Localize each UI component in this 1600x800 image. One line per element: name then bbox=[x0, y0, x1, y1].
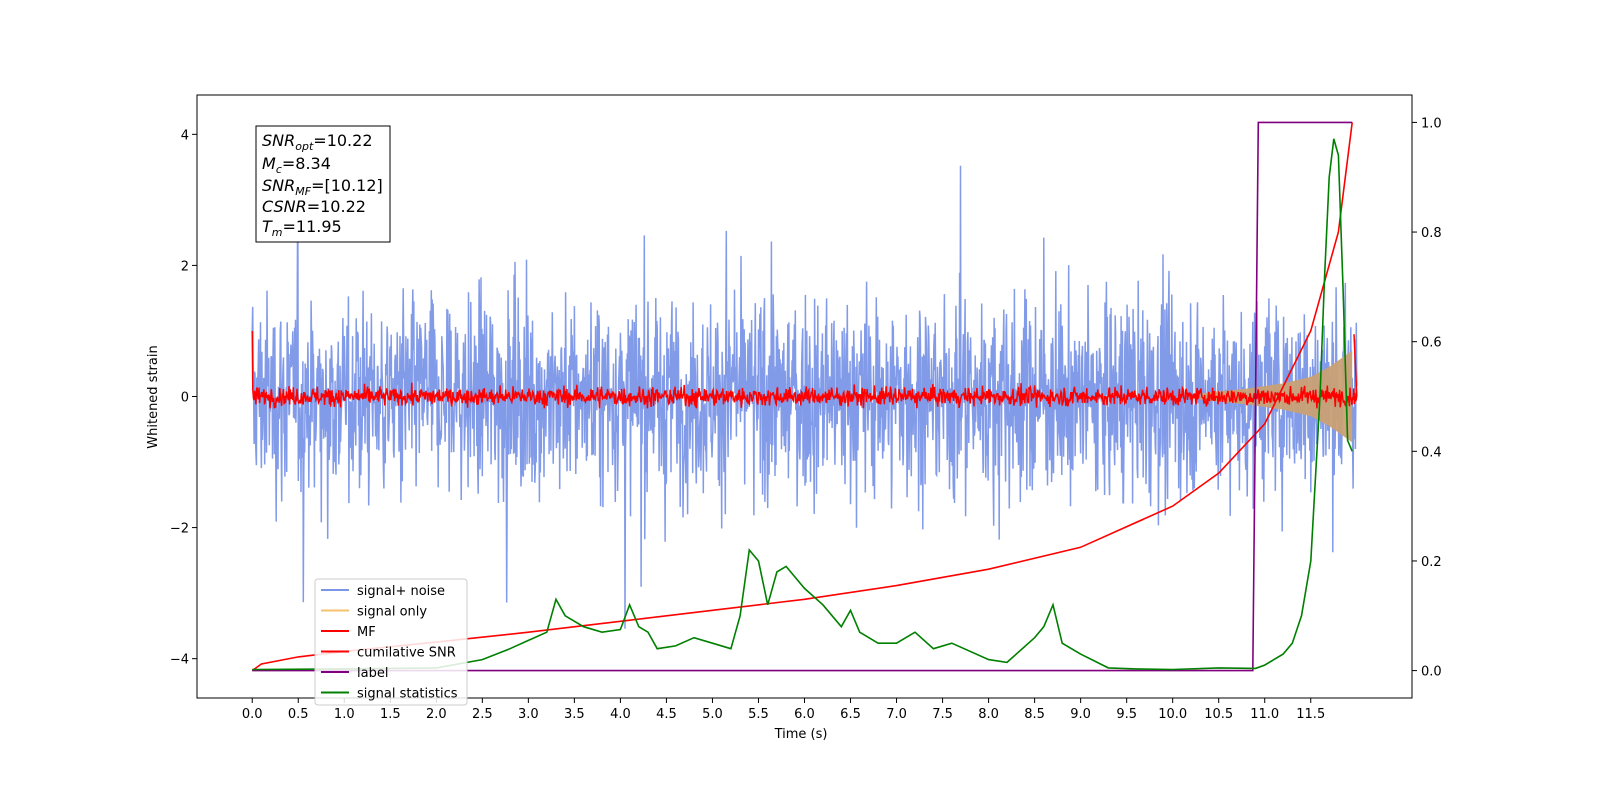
info-snr-opt: SNRopt=10.22 bbox=[262, 131, 373, 153]
legend-label: signal+ noise bbox=[357, 584, 445, 599]
info-snr-mf: SNRMF=[10.12] bbox=[262, 176, 383, 198]
y2-tick-label: 1.0 bbox=[1421, 116, 1442, 131]
x-tick-label: 2.5 bbox=[472, 707, 493, 722]
info-box: SNRopt=10.22 Mc=8.34 SNRMF=[10.12] CSNR=… bbox=[255, 125, 391, 243]
x-tick-label: 1.0 bbox=[334, 707, 355, 722]
info-mc: Mc=8.34 bbox=[262, 154, 331, 176]
legend-label: MF bbox=[357, 625, 376, 640]
y2-tick-label: 0.8 bbox=[1421, 226, 1442, 241]
x-tick-label: 4.5 bbox=[656, 707, 677, 722]
x-tick-label: 7.0 bbox=[886, 707, 907, 722]
x-tick-label: 11.5 bbox=[1296, 707, 1325, 722]
x-tick-label: 11.0 bbox=[1250, 707, 1279, 722]
y2-tick-label: 0.2 bbox=[1421, 555, 1442, 570]
x-tick-label: 5.5 bbox=[748, 707, 769, 722]
y-tick-label: 2 bbox=[181, 259, 189, 274]
x-axis-label: Time (s) bbox=[774, 727, 828, 742]
x-tick-label: 7.5 bbox=[932, 707, 953, 722]
x-tick-label: 4.0 bbox=[610, 707, 631, 722]
y-axis-label: Whitened strain bbox=[146, 345, 161, 448]
legend: signal+ noise signal only MF cumilative SNR… bbox=[314, 578, 468, 706]
legend-frame bbox=[314, 578, 468, 706]
series-signal-noise bbox=[251, 165, 1358, 629]
legend-label: label bbox=[357, 666, 388, 681]
info-box-frame bbox=[255, 125, 391, 243]
x-axis-ticks: 0.0 0.5 1.0 1.5 2.0 2.5 3.0 3.5 4.0 4.5 5.0 5.5 6.0 6… bbox=[242, 698, 1325, 722]
x-tick-label: 8.0 bbox=[978, 707, 999, 722]
x-tick-label: 0.5 bbox=[288, 707, 309, 722]
x-tick-label: 3.0 bbox=[518, 707, 539, 722]
series-signal-only bbox=[1200, 350, 1353, 443]
x-tick-label: 0.0 bbox=[242, 707, 263, 722]
info-tm: Tm=11.95 bbox=[262, 217, 342, 239]
x-tick-label: 10.0 bbox=[1158, 707, 1187, 722]
y-tick-label: 4 bbox=[181, 128, 189, 143]
y-tick-label: −4 bbox=[170, 653, 189, 668]
x-tick-label: 10.5 bbox=[1204, 707, 1233, 722]
series-mf bbox=[251, 330, 1358, 409]
x-tick-label: 9.5 bbox=[1116, 707, 1137, 722]
series-label bbox=[252, 121, 1353, 672]
info-csnr: CSNR=10.22 bbox=[262, 197, 366, 216]
x-tick-label: 1.5 bbox=[380, 707, 401, 722]
legend-label: signal only bbox=[357, 605, 427, 620]
y-tick-label: −2 bbox=[170, 522, 189, 537]
x-tick-label: 3.5 bbox=[564, 707, 585, 722]
x-tick-label: 9.0 bbox=[1070, 707, 1091, 722]
y2-tick-label: 0.4 bbox=[1421, 445, 1442, 460]
legend-label: signal statistics bbox=[357, 687, 458, 702]
y-tick-label: 0 bbox=[181, 391, 189, 406]
x-tick-label: 8.5 bbox=[1024, 707, 1045, 722]
y2-axis-ticks: 1.0 0.8 0.6 0.4 0.2 0.0 bbox=[1412, 116, 1442, 680]
y2-tick-label: 0.6 bbox=[1421, 336, 1442, 351]
y2-tick-label: 0.0 bbox=[1421, 665, 1442, 680]
x-tick-label: 5.0 bbox=[702, 707, 723, 722]
legend-label: cumilative SNR bbox=[357, 646, 456, 661]
x-tick-label: 6.5 bbox=[840, 707, 861, 722]
y-axis-ticks: 4 2 0 −2 −4 bbox=[170, 128, 197, 668]
series-signal-statistics bbox=[252, 138, 1353, 671]
x-tick-label: 2.0 bbox=[426, 707, 447, 722]
x-tick-label: 6.0 bbox=[794, 707, 815, 722]
